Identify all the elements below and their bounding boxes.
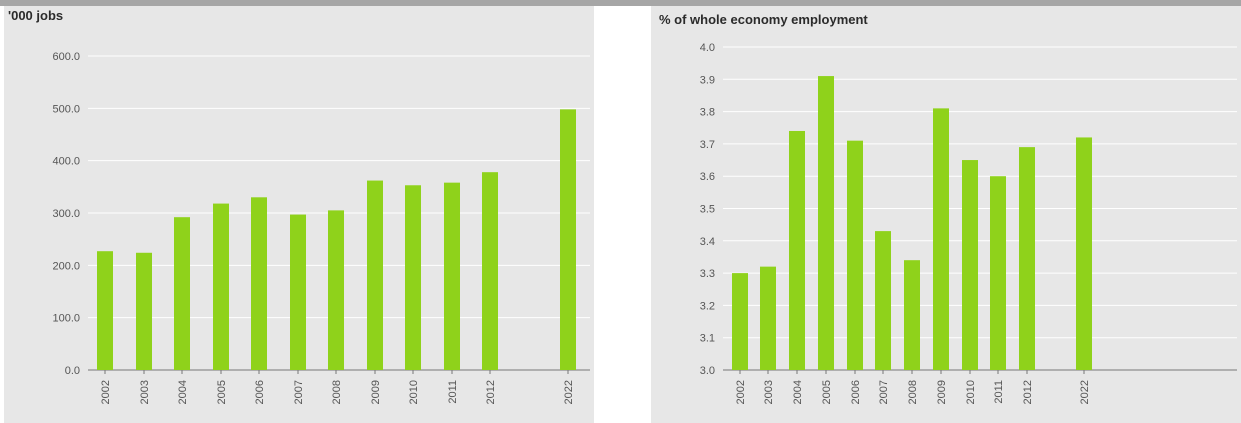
x-tick-label: 2011: [447, 380, 459, 404]
x-tick-label: 2005: [216, 380, 228, 404]
bar-2022: [560, 109, 576, 370]
y-tick-label: 3.2: [700, 300, 715, 312]
y-tick-label: 3.4: [700, 236, 715, 248]
bar-2003: [760, 266, 776, 370]
x-tick-label: 2003: [139, 380, 151, 404]
chart-title: '000 jobs: [8, 8, 64, 23]
x-tick-label: 2005: [821, 380, 833, 404]
bar-2002: [97, 251, 113, 370]
bar-2004: [174, 217, 190, 370]
bar-2012: [1019, 147, 1035, 370]
bar-2008: [904, 260, 920, 370]
jobs-bar-chart: 0.0 100.0 200.0 300.0 400.0 500.0 600.0 2002 200…: [52, 51, 590, 404]
y-tick-label: 3.3: [700, 268, 715, 280]
x-tick-label: 2008: [907, 380, 919, 404]
bar-2011: [990, 176, 1006, 370]
bar-2011: [444, 182, 460, 370]
bar-2002: [732, 273, 748, 370]
top-border: [0, 0, 1241, 6]
y-tick-label: 3.9: [700, 74, 715, 86]
y-tick-label: 3.7: [700, 139, 715, 151]
y-tick-label: 200.0: [52, 260, 80, 272]
bar-2003: [136, 252, 152, 370]
y-tick-label: 400.0: [52, 156, 80, 168]
bar-2005: [213, 203, 229, 370]
x-tick-label: 2007: [293, 380, 305, 404]
bar-2004: [789, 130, 805, 370]
bar-2007: [875, 231, 891, 370]
x-tick-label: 2022: [1079, 380, 1091, 404]
x-tick-label: 2009: [936, 380, 948, 404]
y-tick-label: 3.8: [700, 107, 715, 119]
chart-title: % of whole economy employment: [659, 12, 868, 27]
bar-2005: [818, 76, 834, 370]
y-tick-label: 3.1: [700, 333, 715, 345]
y-tick-label: 600.0: [52, 51, 80, 63]
x-tick-label: 2012: [485, 380, 497, 404]
bar-2010: [962, 160, 978, 370]
y-tick-label: 300.0: [52, 208, 80, 220]
x-tick-label: 2002: [735, 380, 747, 404]
x-tick-label: 2011: [993, 380, 1005, 404]
x-tick-label: 2006: [254, 380, 266, 404]
y-tick-label: 500.0: [52, 103, 80, 115]
bar-2008: [328, 210, 344, 370]
x-tick-label: 2003: [763, 380, 775, 404]
x-tick-label: 2002: [100, 380, 112, 404]
bar-2010: [405, 185, 421, 370]
bar-2006: [847, 140, 863, 370]
x-tick-label: 2009: [370, 380, 382, 404]
y-tick-label: 0.0: [65, 365, 80, 377]
y-tick-label: 3.5: [700, 204, 715, 216]
x-tick-label: 2010: [965, 380, 977, 404]
x-tick-label: 2006: [850, 380, 862, 404]
jobs-chart-panel: '000 jobs 0.0 100.0 200.0 300.0 400.0 500.0 60…: [4, 6, 594, 423]
y-tick-label: 100.0: [52, 313, 80, 325]
x-tick-label: 2012: [1022, 380, 1034, 404]
x-tick-label: 2007: [878, 380, 890, 404]
y-tick-label: 3.0: [700, 365, 715, 377]
bar-2009: [933, 108, 949, 371]
share-chart-panel: % of whole economy employment 3.0 3.1 3.2 3…: [651, 6, 1241, 423]
x-tick-label: 2010: [408, 380, 420, 404]
y-tick-label: 3.6: [700, 171, 715, 183]
x-tick-label: 2004: [177, 380, 189, 404]
y-tick-label: 4.0: [700, 42, 715, 54]
bar-2009: [367, 180, 383, 370]
x-tick-label: 2022: [563, 380, 575, 404]
bar-2012: [482, 172, 498, 370]
x-tick-label: 2008: [331, 380, 343, 404]
bar-2006: [251, 197, 267, 370]
bar-2007: [290, 214, 306, 370]
x-tick-label: 2004: [792, 380, 804, 404]
share-bar-chart: 3.0 3.1 3.2 3.3 3.4 3.5 3.6 3.7 3.8 3.9 4.0 2002 200…: [700, 42, 1237, 404]
bar-2022: [1076, 137, 1092, 370]
